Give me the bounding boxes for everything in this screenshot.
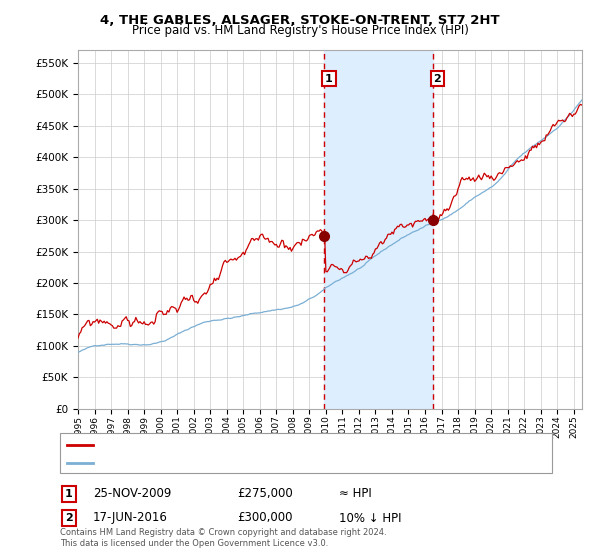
Text: 1: 1 xyxy=(65,489,73,499)
Text: ≈ HPI: ≈ HPI xyxy=(339,487,372,501)
Text: 25-NOV-2009: 25-NOV-2009 xyxy=(93,487,172,501)
Text: 1: 1 xyxy=(325,74,333,83)
Text: Price paid vs. HM Land Registry's House Price Index (HPI): Price paid vs. HM Land Registry's House … xyxy=(131,24,469,37)
Text: Contains HM Land Registry data © Crown copyright and database right 2024.
This d: Contains HM Land Registry data © Crown c… xyxy=(60,528,386,548)
Text: 4, THE GABLES, ALSAGER, STOKE-ON-TRENT, ST7 2HT: 4, THE GABLES, ALSAGER, STOKE-ON-TRENT, … xyxy=(100,14,500,27)
Text: £300,000: £300,000 xyxy=(237,511,293,525)
Text: 4, THE GABLES, ALSAGER, STOKE-ON-TRENT, ST7 2HT (detached house): 4, THE GABLES, ALSAGER, STOKE-ON-TRENT, … xyxy=(97,440,451,450)
Text: 10% ↓ HPI: 10% ↓ HPI xyxy=(339,511,401,525)
Text: HPI: Average price, detached house, Cheshire East: HPI: Average price, detached house, Ches… xyxy=(97,458,345,468)
Text: 2: 2 xyxy=(433,74,441,83)
Text: £275,000: £275,000 xyxy=(237,487,293,501)
Text: 2: 2 xyxy=(65,513,73,523)
Bar xyxy=(324,50,433,409)
Text: 17-JUN-2016: 17-JUN-2016 xyxy=(93,511,168,525)
